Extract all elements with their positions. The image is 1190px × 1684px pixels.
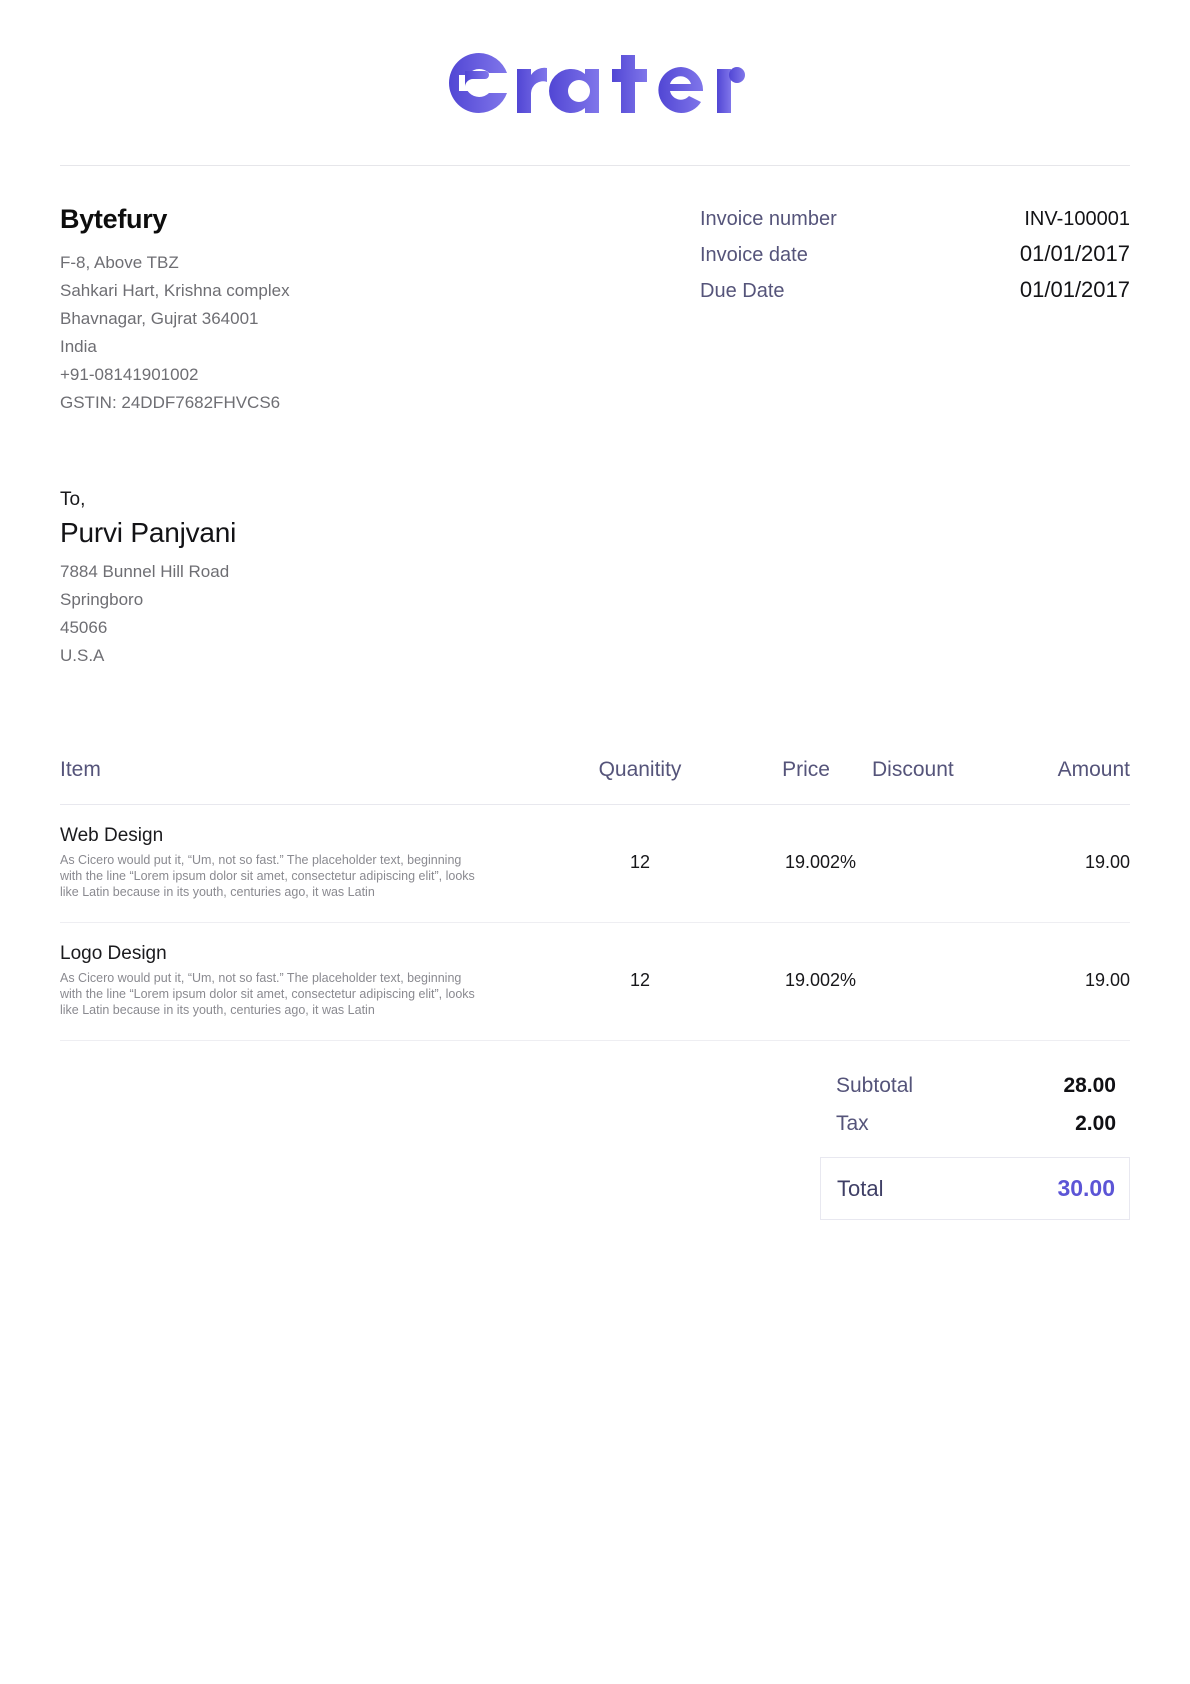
item-cell: Web Design As Cicero would put it, “Um, … [60, 805, 570, 923]
totals-block: Subtotal 28.00 Tax 2.00 Total 30.00 [820, 1067, 1130, 1220]
total-row: Total 30.00 [820, 1157, 1130, 1220]
bill-to-address-line: U.S.A [60, 646, 105, 665]
crater-logo-icon [449, 52, 745, 113]
totals-section: Subtotal 28.00 Tax 2.00 Total 30.00 [60, 1067, 1130, 1220]
due-date-label: Due Date [700, 280, 785, 303]
item-discount: 2% [830, 852, 857, 872]
invoice-date-row: Invoice date 01/01/2017 [700, 241, 1130, 266]
item-amount: 19.00 [1084, 970, 1130, 990]
column-header-price: Price [782, 758, 830, 781]
line-items-table: Item Quanitity Price Discount Amount Web… [60, 758, 1130, 1041]
company-address-line: F-8, Above TBZ [60, 253, 179, 272]
item-quantity: 12 [629, 852, 651, 872]
item-price: 19.00 [784, 970, 830, 990]
subtotal-value: 28.00 [1063, 1074, 1116, 1097]
column-header-amount: Amount [1057, 758, 1130, 781]
item-price: 19.00 [784, 852, 830, 872]
line-items-body: Web Design As Cicero would put it, “Um, … [60, 805, 1130, 1041]
item-title: Web Design [60, 825, 164, 846]
company-name: Bytefury [60, 204, 168, 234]
invoice-date-label: Invoice date [700, 244, 808, 266]
invoice-number-label: Invoice number [700, 208, 837, 230]
subtotal-label: Subtotal [836, 1074, 914, 1097]
bill-to-block: To, Purvi Panjvani 7884 Bunnel Hill Road… [60, 417, 1130, 670]
item-description: As Cicero would put it, “Um, not so fast… [60, 971, 475, 1017]
item-cell: Logo Design As Cicero would put it, “Um,… [60, 923, 570, 1041]
invoice-date-value: 01/01/2017 [1019, 241, 1130, 266]
company-phone: +91-08141901002 [60, 365, 199, 384]
column-header-discount: Discount [872, 758, 954, 781]
tax-row: Tax 2.00 [820, 1105, 1130, 1143]
column-header-quantity: Quanitity [598, 758, 682, 781]
column-header-item: Item [60, 758, 101, 781]
header-divider [60, 165, 1130, 166]
item-discount: 2% [830, 970, 857, 990]
invoice-number-value: INV-100001 [1024, 208, 1130, 230]
bill-to-name: Purvi Panjvani [60, 517, 237, 548]
bill-to-address-line: 7884 Bunnel Hill Road [60, 562, 230, 581]
bill-to-address-line: 45066 [60, 618, 108, 637]
brand-logo-band [60, 0, 1130, 165]
company-address-line: Bhavnagar, Gujrat 364001 [60, 309, 259, 328]
item-description: As Cicero would put it, “Um, not so fast… [60, 853, 475, 899]
table-row: Web Design As Cicero would put it, “Um, … [60, 805, 1130, 923]
tax-value: 2.00 [1075, 1112, 1116, 1135]
total-label: Total [837, 1175, 884, 1201]
company-address-line: Sahkari Hart, Krishna complex [60, 281, 290, 300]
tax-label: Tax [836, 1112, 869, 1135]
company-gstin: GSTIN: 24DDF7682FHVCS6 [60, 393, 281, 412]
item-title: Logo Design [60, 943, 167, 964]
line-items-header: Item Quanitity Price Discount Amount [60, 758, 1130, 805]
invoice-header: Bytefury F-8, Above TBZ Sahkari Hart, Kr… [60, 166, 1130, 417]
company-address-line: India [60, 337, 97, 356]
due-date-row: Due Date 01/01/2017 [700, 277, 1130, 303]
table-header-row: Item Quanitity Price Discount Amount [60, 758, 1130, 805]
bill-to-address-line: Springboro [60, 590, 144, 609]
subtotal-row: Subtotal 28.00 [820, 1067, 1130, 1105]
total-value: 30.00 [1057, 1175, 1115, 1201]
item-quantity: 12 [629, 970, 651, 990]
item-amount: 19.00 [1084, 852, 1130, 872]
company-block: Bytefury F-8, Above TBZ Sahkari Hart, Kr… [60, 204, 290, 417]
invoice-meta-block: Invoice number INV-100001 Invoice date 0… [700, 204, 1130, 417]
due-date-value: 01/01/2017 [1019, 277, 1130, 303]
bill-to-label: To, [60, 489, 86, 510]
invoice-number-row: Invoice number INV-100001 [700, 208, 1130, 230]
table-row: Logo Design As Cicero would put it, “Um,… [60, 923, 1130, 1041]
